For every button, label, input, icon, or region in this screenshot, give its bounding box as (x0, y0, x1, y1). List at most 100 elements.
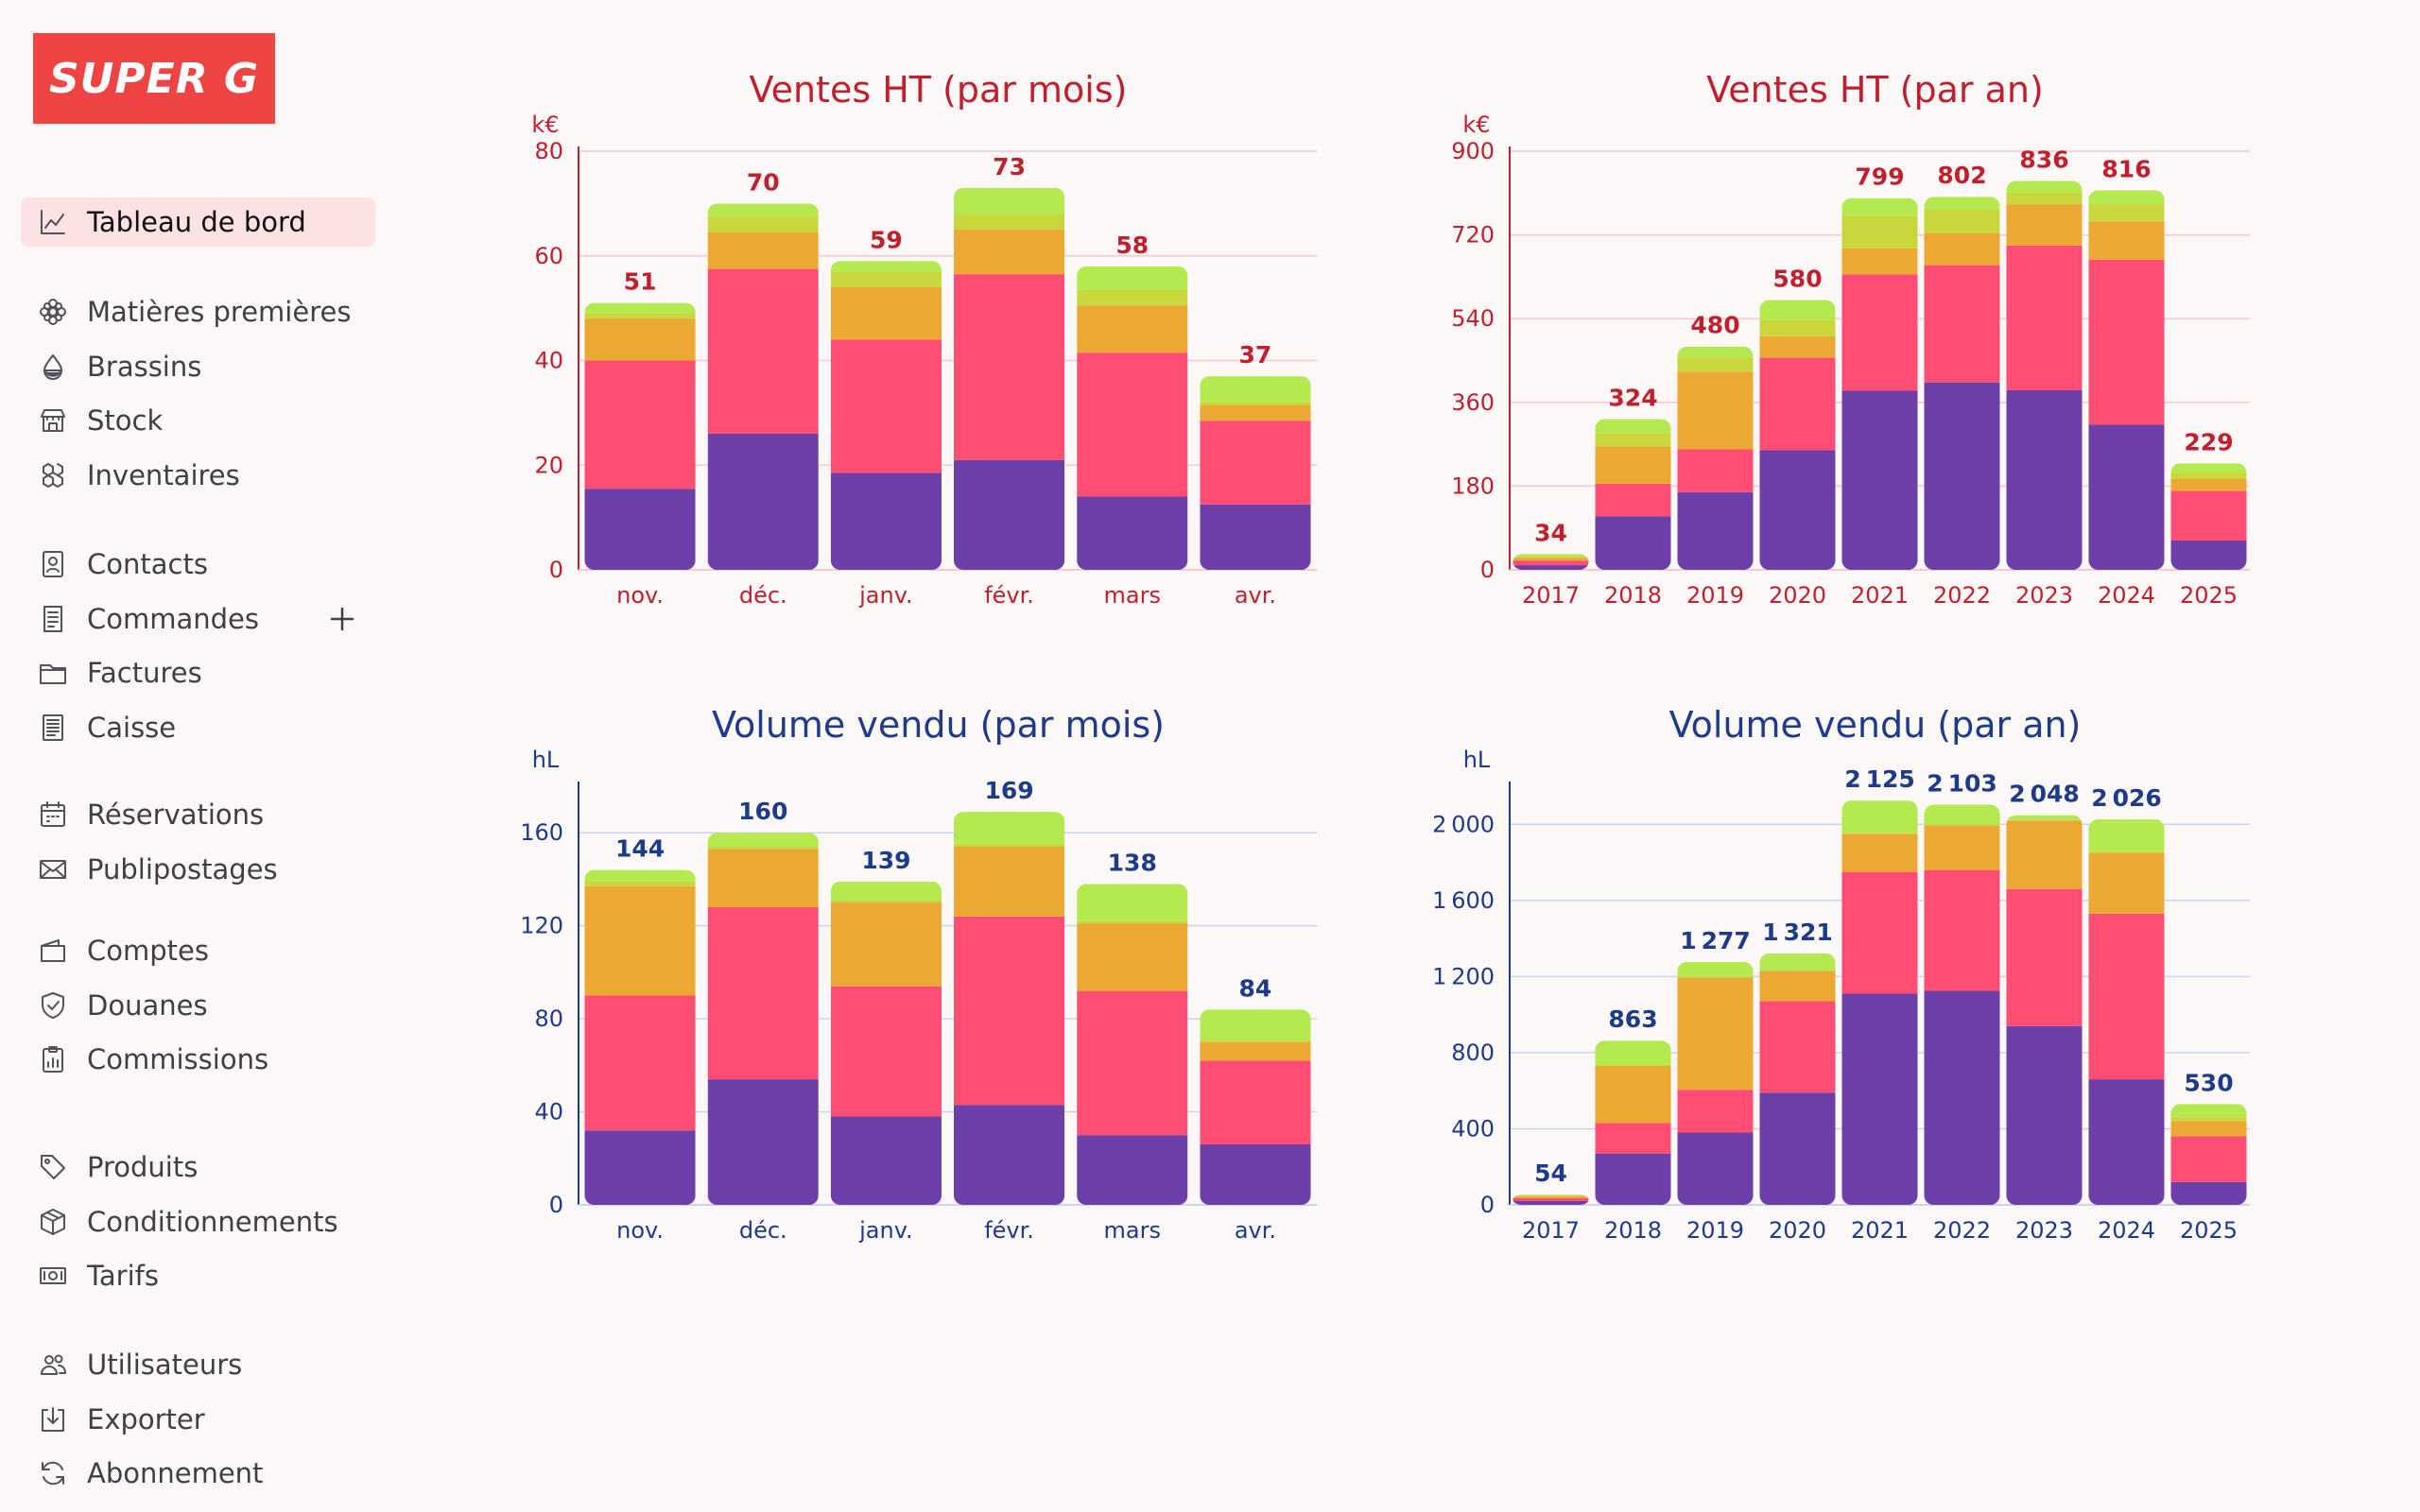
x-tick-label: janv. (858, 1217, 913, 1244)
bar-janv.[interactable] (830, 261, 942, 570)
bar-2023[interactable] (2006, 815, 2083, 1205)
bar-segment (2006, 180, 2083, 193)
bar-segment (1841, 800, 1918, 833)
bar-segment (584, 302, 696, 314)
x-tick-label: 2025 (2180, 582, 2238, 609)
drop-icon (38, 352, 68, 382)
bar-value-label: 863 (1608, 1005, 1657, 1033)
bar-2022[interactable] (1924, 804, 2000, 1205)
sidebar-item-stock[interactable]: Stock (21, 396, 375, 445)
bar-2020[interactable] (1759, 300, 1836, 570)
sidebar-item-label: Caisse (87, 711, 177, 744)
bar-mars[interactable] (1077, 884, 1188, 1205)
sidebar-item-prices[interactable]: Tarifs (21, 1251, 375, 1300)
y-axis-unit: k€ (1462, 112, 1490, 138)
sidebar-item-dashboard[interactable]: Tableau de bord (21, 198, 375, 247)
sidebar-item-packaging[interactable]: Conditionnements (21, 1197, 375, 1246)
add-order-button[interactable] (321, 598, 363, 640)
bar-segment (1595, 419, 1671, 434)
bar-segment (707, 849, 819, 907)
bar-segment (1512, 1197, 1589, 1201)
bar-2024[interactable] (2088, 190, 2165, 570)
sidebar-item-contacts[interactable]: Contacts (21, 540, 375, 589)
sidebar-item-brews[interactable]: Brassins (21, 342, 375, 391)
bar-déc.[interactable] (707, 203, 819, 570)
bar-segment (707, 268, 819, 435)
bar-2025[interactable] (2170, 463, 2247, 570)
bar-segment (1077, 920, 1188, 924)
bar-segment (707, 216, 819, 232)
sidebar-item-raw[interactable]: Matières premières (21, 287, 375, 336)
bar-segment (1759, 971, 1836, 1002)
bar-segment (1677, 346, 1754, 358)
bar-janv.[interactable] (830, 881, 942, 1205)
bar-segment (1077, 266, 1188, 290)
bar-avr.[interactable] (1200, 376, 1311, 570)
bar-nov.[interactable] (584, 302, 696, 570)
bar-value-label: 229 (2184, 428, 2233, 455)
x-tick-label: 2024 (2098, 1217, 2155, 1244)
bar-avr.[interactable] (1200, 1009, 1311, 1205)
x-tick-label: déc. (739, 1217, 787, 1244)
bar-nov.[interactable] (584, 869, 696, 1205)
bar-2019[interactable] (1677, 346, 1754, 570)
sidebar: SUPER G Tableau de bord Matières première… (0, 0, 397, 1512)
sidebar-item-label: Utilisateurs (87, 1349, 243, 1381)
sidebar-item-invoices[interactable]: Factures (21, 648, 375, 697)
bar-segment (1841, 215, 1918, 249)
sidebar-item-mailings[interactable]: Publipostages (21, 845, 375, 894)
sidebar-item-cash[interactable]: Caisse (21, 703, 375, 752)
bar-segment (1200, 402, 1311, 405)
sidebar-item-products[interactable]: Produits (21, 1143, 375, 1192)
chart-svg: Ventes HT (par mois) k€ 0 20 40 60 80 51 nov. 70 d… (531, 69, 1317, 609)
bar-segment (584, 885, 696, 996)
bar-2021[interactable] (1841, 198, 1918, 570)
sidebar-item-customs[interactable]: Douanes (21, 981, 375, 1030)
sidebar-item-users[interactable]: Utilisateurs (21, 1340, 375, 1389)
sidebar-item-export[interactable]: Exporter (21, 1395, 375, 1444)
x-tick-label: 2021 (1851, 1217, 1909, 1244)
bar-2024[interactable] (2088, 819, 2165, 1205)
bar-segment (584, 489, 696, 570)
bar-segment (2088, 190, 2165, 205)
y-tick-label: 800 (1451, 1040, 1495, 1066)
bar-value-label: 144 (615, 835, 665, 863)
bar-value-label: 51 (624, 268, 657, 296)
bar-2020[interactable] (1759, 953, 1836, 1205)
bar-2019[interactable] (1677, 961, 1754, 1205)
bar-mars[interactable] (1077, 266, 1188, 570)
bar-segment (584, 360, 696, 490)
x-tick-label: 2025 (2180, 1217, 2238, 1244)
bar-2017[interactable] (1512, 1194, 1589, 1205)
bar-déc.[interactable] (707, 833, 819, 1205)
bar-segment (1677, 1090, 1754, 1133)
bar-févr.[interactable] (954, 187, 1065, 570)
bar-segment (830, 902, 942, 987)
sidebar-item-subscription[interactable]: Abonnement (21, 1449, 375, 1498)
sidebar-item-inventory[interactable]: Inventaires (21, 451, 375, 500)
bar-2025[interactable] (2170, 1104, 2247, 1205)
bar-segment (1595, 1040, 1671, 1065)
brand-logo[interactable]: SUPER G (33, 33, 275, 124)
bar-segment (954, 846, 1065, 917)
bar-2022[interactable] (1924, 197, 2000, 570)
sidebar-item-orders[interactable]: Commandes (21, 594, 375, 644)
bar-value-label: 73 (993, 153, 1026, 180)
x-tick-label: 2017 (1522, 582, 1580, 609)
bar-2017[interactable] (1512, 554, 1589, 570)
chart-line-icon (38, 207, 68, 237)
bar-févr.[interactable] (954, 812, 1065, 1205)
sidebar-item-commissions[interactable]: Commissions (21, 1035, 375, 1084)
sidebar-item-reservations[interactable]: Réservations (21, 790, 375, 839)
bar-2018[interactable] (1595, 419, 1671, 570)
y-axis-unit: k€ (531, 112, 559, 138)
sidebar-item-accounts[interactable]: Comptes (21, 926, 375, 975)
bar-2018[interactable] (1595, 1040, 1671, 1205)
chart-svg: Ventes HT (par an) k€ 0 180 360 540 720 900 34 20… (1451, 69, 2250, 609)
sidebar-item-label: Exporter (87, 1402, 205, 1435)
bar-2021[interactable] (1841, 800, 1918, 1205)
bar-2023[interactable] (2006, 180, 2083, 570)
bar-segment (1924, 210, 2000, 233)
bar-value-label: 799 (1855, 163, 1904, 191)
bar-segment (1677, 491, 1754, 570)
